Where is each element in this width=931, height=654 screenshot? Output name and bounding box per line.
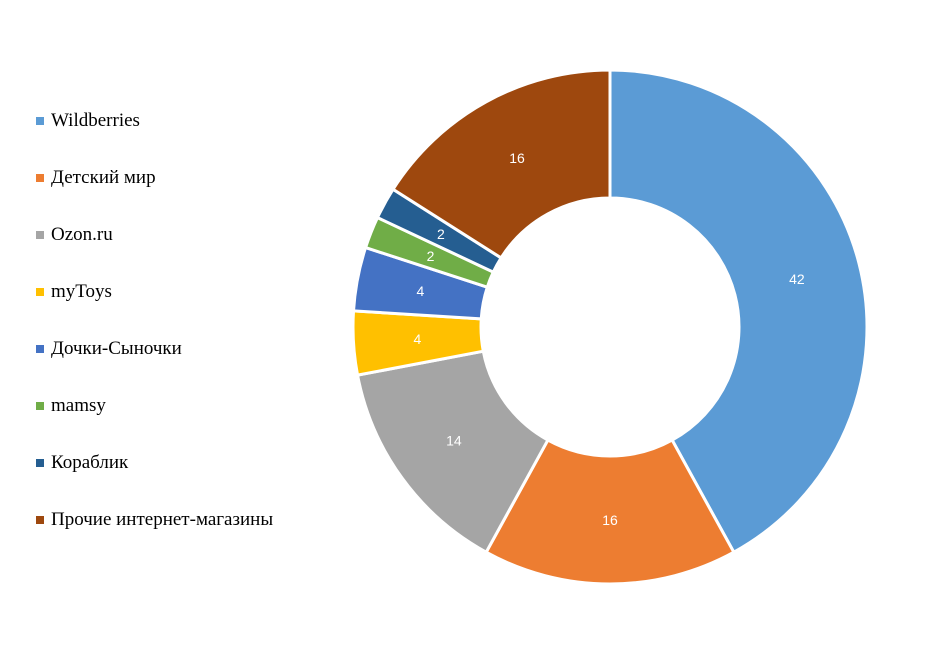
data-label: 42 — [789, 271, 805, 287]
legend-swatch — [36, 287, 44, 296]
legend-label: mamsy — [51, 394, 106, 416]
legend-swatch — [36, 344, 44, 353]
legend-swatch — [36, 515, 44, 524]
donut-slice — [390, 68, 612, 260]
legend-item: Wildberries — [36, 92, 273, 149]
donut-slice — [355, 349, 550, 555]
legend-swatch — [36, 116, 44, 125]
legend-label: Прочие интернет-магазины — [51, 508, 274, 530]
data-label: 4 — [413, 331, 421, 347]
legend-item: Прочие интернет-магазины — [36, 491, 273, 548]
legend-swatch — [36, 173, 44, 182]
legend-item: Ozon.ru — [36, 206, 273, 263]
data-label: 4 — [417, 283, 425, 299]
legend-swatch — [36, 230, 44, 239]
data-label: 14 — [446, 432, 462, 448]
legend-item: Дочки-Сыночки — [36, 320, 273, 377]
data-label: 16 — [602, 512, 618, 528]
donut-slice — [484, 438, 736, 586]
legend-label: Ozon.ru — [51, 223, 113, 245]
legend-label: Кораблик — [51, 451, 129, 473]
data-label: 2 — [427, 248, 435, 264]
legend-label: Wildberries — [51, 109, 140, 131]
legend-item: Детский мир — [36, 149, 273, 206]
data-label: 2 — [437, 226, 445, 242]
data-label: 16 — [509, 150, 525, 166]
donut-slice — [608, 68, 869, 555]
legend-item: mamsy — [36, 377, 273, 434]
legend-label: Детский мир — [51, 166, 156, 188]
legend-label: myToys — [51, 280, 112, 302]
legend-swatch — [36, 458, 44, 467]
legend: Wildberries Детский мир Ozon.ru myToys Дочки… — [36, 92, 273, 548]
legend-item: myToys — [36, 263, 273, 320]
legend-item: Кораблик — [36, 434, 273, 491]
legend-swatch — [36, 401, 44, 410]
legend-label: Дочки-Сыночки — [51, 337, 182, 359]
